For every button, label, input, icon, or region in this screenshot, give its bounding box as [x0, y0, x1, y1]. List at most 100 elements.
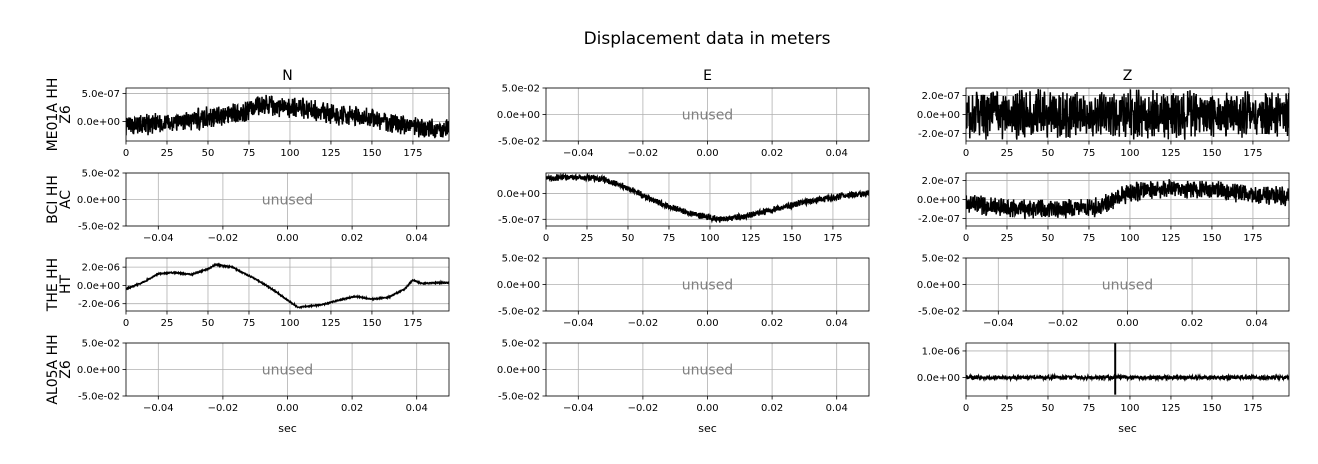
x-tick-label: 175 [1243, 148, 1262, 159]
x-tick-label: 150 [1202, 403, 1221, 414]
x-tick-label: 0.04 [826, 403, 848, 414]
x-tick-label: 150 [362, 148, 381, 159]
y-tick-label: 5.0e-07 [82, 89, 120, 100]
x-tick-label: 0 [963, 148, 969, 159]
axes-frame [545, 172, 870, 227]
y-tick-label: 5.0e-02 [82, 339, 120, 350]
subplot-r1c1: 0 25 50 75 100 125 150 175 -5.0e-07 0.0e+00 [497, 172, 870, 244]
y-tick-label: 0.0e+00 [497, 365, 540, 376]
trace-line [966, 179, 1289, 220]
x-tick-label: 0.00 [1116, 318, 1138, 329]
x-tick-label: 50 [202, 148, 215, 159]
x-tick-label: 0 [963, 233, 969, 244]
x-tick-label: 75 [1083, 148, 1096, 159]
x-tick-label: 25 [161, 148, 174, 159]
subplot-r1c2: 0 25 50 75 100 125 150 175 -2.0e-07 0.0e+00 2.0e-0… [917, 172, 1290, 244]
y-tick-label: 2.0e-07 [922, 91, 960, 102]
x-tick-label: 25 [581, 233, 594, 244]
x-tick-label: 0.00 [276, 233, 298, 244]
x-tick-label: 125 [1161, 233, 1180, 244]
subplot-r2c1: unused −0.04 −0.02 0.00 0.02 0.04 -5.0e-02 0.0e… [497, 254, 870, 329]
x-tick-label: −0.04 [563, 403, 594, 414]
x-tick-label: 0.04 [826, 318, 848, 329]
x-tick-label: 75 [243, 148, 256, 159]
x-tick-label: 0.00 [696, 148, 718, 159]
row-network-label: HT [58, 275, 74, 295]
trace-line [546, 173, 869, 224]
x-tick-label: 50 [202, 318, 215, 329]
figure-title: Displacement data in meters [584, 29, 831, 49]
trace-line [966, 372, 1289, 383]
x-tick-label: 0.04 [406, 403, 428, 414]
x-tick-label: 100 [1120, 403, 1139, 414]
subplot-r2c2: unused −0.04 −0.02 0.00 0.02 0.04 -5.0e-02 0.0e… [917, 254, 1290, 329]
x-tick-label: 100 [1120, 233, 1139, 244]
x-tick-label: −0.02 [628, 148, 659, 159]
y-tick-label: 0.0e+00 [497, 280, 540, 291]
x-tick-label: 150 [1202, 233, 1221, 244]
x-tick-label: 175 [403, 148, 422, 159]
y-tick-label: 0.0e+00 [497, 189, 540, 200]
column-title-z: Z [1123, 68, 1133, 84]
x-axis-label: sec [1118, 422, 1137, 435]
subplot-r0c0: 0 25 50 75 100 125 150 175 0.0e+00 5.0e-07 [77, 87, 450, 159]
x-tick-label: 25 [1001, 148, 1014, 159]
x-tick-label: 0 [963, 403, 969, 414]
unused-label: unused [682, 108, 733, 124]
x-tick-label: 100 [280, 148, 299, 159]
x-tick-label: 150 [1202, 148, 1221, 159]
y-tick-label: 0.0e+00 [77, 117, 120, 128]
column-title-e: E [703, 68, 712, 84]
y-tick-label: -5.0e-07 [498, 215, 540, 226]
y-tick-label: 5.0e-02 [502, 339, 540, 350]
unused-label: unused [682, 363, 733, 379]
y-tick-label: 5.0e-02 [502, 84, 540, 95]
y-tick-label: 5.0e-02 [82, 169, 120, 180]
x-tick-label: 0.04 [1246, 318, 1268, 329]
x-tick-label: 25 [1001, 403, 1014, 414]
y-tick-label: -2.0e-07 [918, 129, 960, 140]
y-tick-label: -2.0e-06 [78, 299, 120, 310]
x-tick-label: 0 [123, 148, 129, 159]
x-tick-label: 75 [663, 233, 676, 244]
axes-frame [965, 342, 1290, 397]
subplot-r1c0: unused −0.04 −0.02 0.00 0.02 0.04 -5.0e-02 0.0e… [77, 169, 450, 244]
subplot-r2c0: 0 25 50 75 100 125 150 175 -2.0e-06 0.0e+00 2.0e-0… [77, 257, 450, 329]
x-tick-label: 50 [1042, 148, 1055, 159]
y-tick-label: 0.0e+00 [917, 373, 960, 384]
trace-line [126, 94, 449, 139]
y-tick-label: 0.0e+00 [917, 110, 960, 121]
x-tick-label: 100 [1120, 148, 1139, 159]
x-tick-label: 75 [1083, 403, 1096, 414]
subplot-r3c2: 0 25 50 75 100 125 150 175 0.0e+00 1.0e-06 [917, 342, 1290, 414]
x-tick-label: 150 [362, 318, 381, 329]
x-tick-label: 0 [543, 233, 549, 244]
y-tick-label: 0.0e+00 [77, 365, 120, 376]
x-tick-label: 75 [243, 318, 256, 329]
y-tick-label: 5.0e-02 [502, 254, 540, 265]
x-tick-label: 0.00 [696, 318, 718, 329]
y-tick-label: 5.0e-02 [922, 254, 960, 265]
subplot-r0c2: 0 25 50 75 100 125 150 175 -2.0e-07 0.0e+00 2.0e-0… [917, 87, 1290, 159]
x-tick-label: 125 [1161, 148, 1180, 159]
x-tick-label: −0.04 [143, 233, 174, 244]
unused-label: unused [262, 193, 313, 209]
x-tick-label: 125 [741, 233, 760, 244]
y-tick-label: 0.0e+00 [77, 281, 120, 292]
y-tick-label: 0.0e+00 [917, 195, 960, 206]
x-tick-label: 125 [321, 148, 340, 159]
y-tick-label: -5.0e-02 [78, 222, 120, 233]
x-tick-label: 0.00 [276, 403, 298, 414]
unused-label: unused [682, 278, 733, 294]
x-tick-label: −0.04 [563, 318, 594, 329]
x-tick-label: 0 [123, 318, 129, 329]
x-tick-label: 0.02 [1181, 318, 1203, 329]
x-tick-label: −0.02 [208, 233, 239, 244]
x-tick-label: −0.02 [628, 318, 659, 329]
y-tick-label: 2.0e-07 [922, 176, 960, 187]
